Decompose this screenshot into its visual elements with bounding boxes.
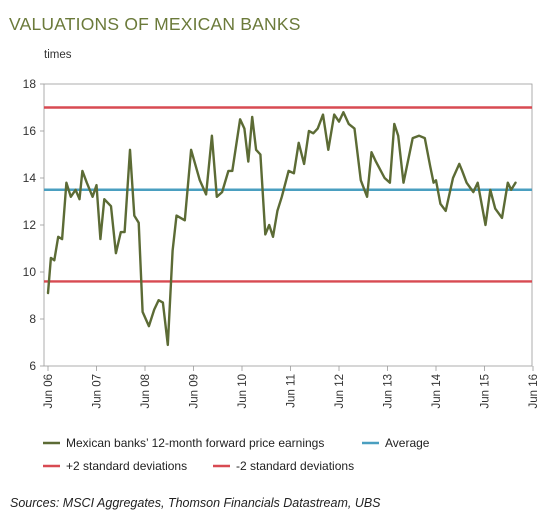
x-tick-label: Jun 09	[189, 374, 201, 409]
y-tick-label: 6	[29, 359, 36, 373]
data-series	[46, 110, 517, 347]
y-tick-label: 8	[29, 312, 36, 326]
y-tick-label: 10	[23, 265, 37, 279]
x-tick-label: Jun 08	[140, 374, 152, 409]
legend-item-minus-2sd: -2 standard deviations	[213, 459, 354, 473]
plot-area-frame	[43, 83, 533, 367]
legend-label-average: Average	[385, 436, 430, 450]
x-tick-label: Jun 11	[286, 374, 298, 408]
x-tick-label: Jun 16	[528, 374, 540, 409]
x-tick-label: Jun 12	[334, 374, 346, 409]
x-tick-label: Jun 15	[480, 374, 492, 409]
legend-label-minus-2sd: -2 standard deviations	[236, 459, 354, 473]
y-tick-label: 12	[23, 218, 37, 232]
legend-item-average: Average	[362, 436, 430, 450]
legend-item-pe: Mexican banks’ 12-month forward price ea…	[43, 436, 324, 450]
y-axis-unit-label: times	[44, 49, 72, 61]
x-tick-label: Jun 13	[383, 374, 395, 409]
axis-ticks: 6 8 10 12 14 16 18 Jun 06 Jun 07 Jun 08 Jun 09 Jun …	[23, 77, 540, 409]
legend-label-plus-2sd: +2 standard deviations	[66, 459, 187, 473]
source-note: Sources: MSCI Aggregates, Thomson Financ…	[10, 496, 381, 510]
legend-item-plus-2sd: +2 standard deviations	[43, 459, 187, 473]
y-tick-label: 18	[23, 77, 37, 91]
reference-lines	[44, 106, 532, 283]
chart-title: VALUATIONS OF MEXICAN BANKS	[9, 14, 301, 34]
x-tick-label: Jun 06	[43, 374, 55, 409]
legend-label-pe: Mexican banks’ 12-month forward price ea…	[66, 436, 324, 450]
y-tick-label: 14	[23, 171, 37, 185]
x-tick-label: Jun 14	[431, 373, 443, 408]
x-tick-label: Jun 07	[92, 374, 104, 409]
pe-ratio-line	[46, 110, 517, 347]
x-tick-label: Jun 10	[237, 374, 249, 409]
y-tick-label: 16	[23, 124, 37, 138]
legend: Mexican banks’ 12-month forward price ea…	[43, 436, 430, 473]
